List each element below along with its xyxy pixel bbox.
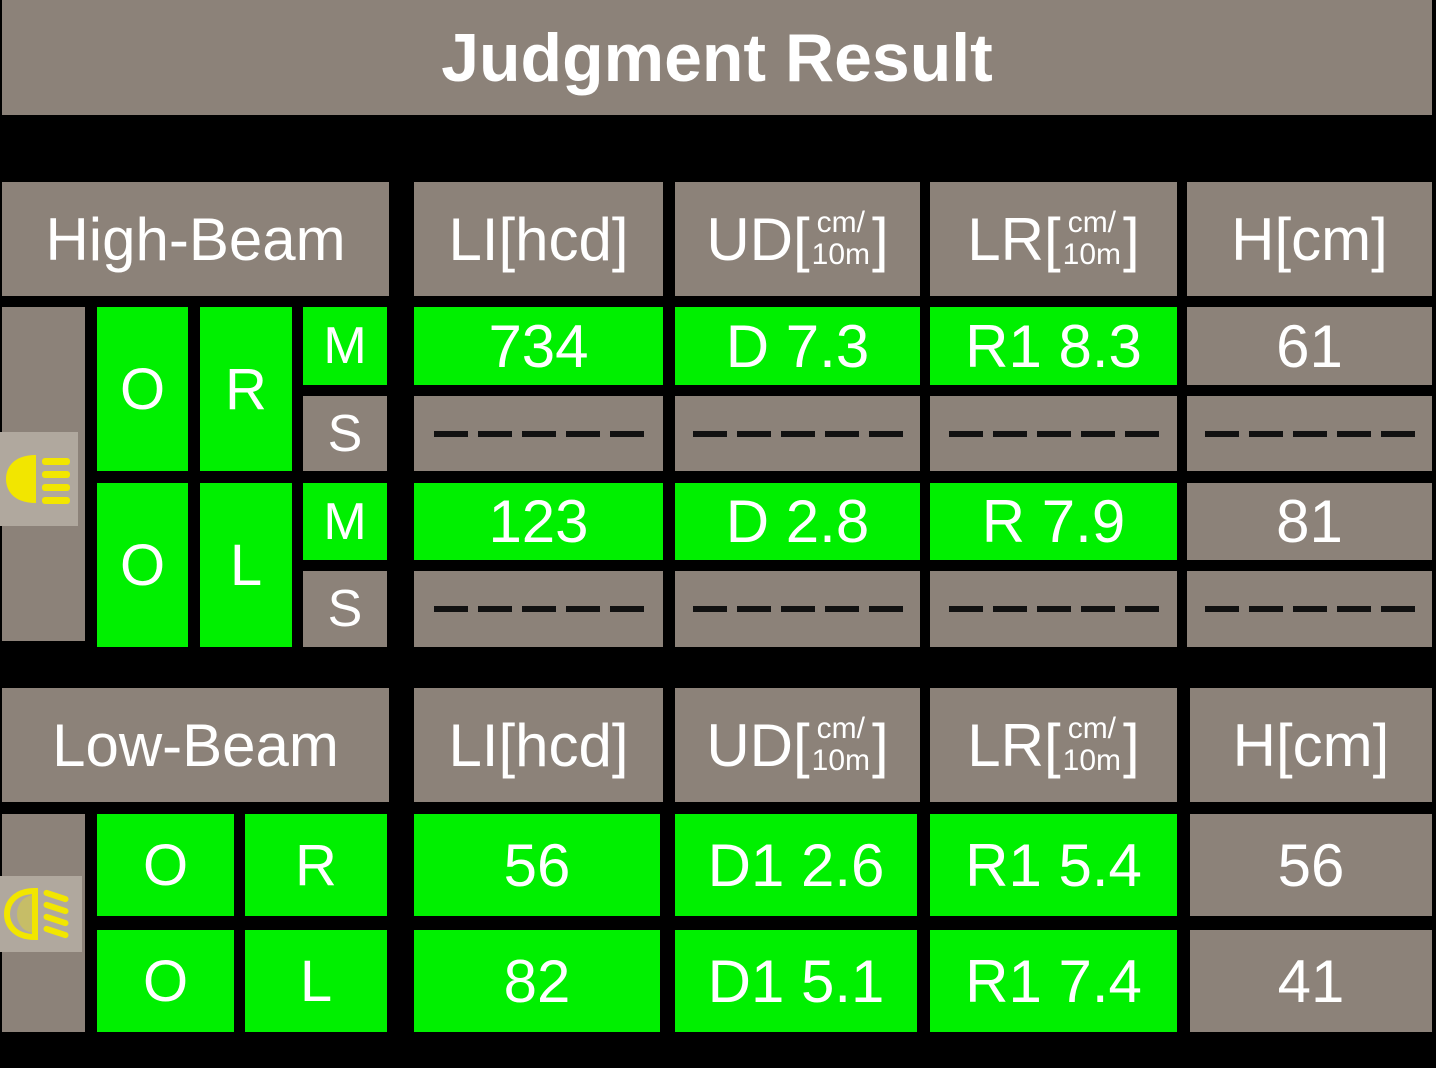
bracket-close: ] (872, 711, 889, 779)
unit-top: cm/ (1067, 712, 1117, 745)
unit-bottom: 10m (1062, 744, 1122, 777)
high-r-s-ud (675, 396, 920, 471)
bracket-close: ] (1123, 711, 1140, 779)
dash-placeholder (692, 606, 903, 612)
high-r-s-li (414, 396, 663, 471)
low-beam-label: Low-Beam (2, 688, 389, 802)
high-l-m-label: M (303, 483, 387, 560)
dash-placeholder (948, 606, 1159, 612)
page-title: Judgment Result (2, 0, 1432, 115)
header-lr: LR[ cm/10m ] (930, 688, 1177, 802)
dash-placeholder (433, 606, 644, 612)
dash-placeholder (692, 430, 903, 437)
dash-placeholder (948, 430, 1159, 437)
high-r-m-ud: D 7.3 (675, 307, 920, 385)
low-l-judge: O (97, 930, 234, 1032)
high-r-m-lr: R1 8.3 (930, 307, 1177, 385)
bracket-close: ] (872, 205, 889, 273)
high-r-s-label: S (303, 396, 387, 471)
high-r-m-label: M (303, 307, 387, 385)
low-r-ud: D1 2.6 (675, 814, 917, 916)
header-ud: UD[ cm/10m ] (675, 182, 920, 296)
unit-bottom: 10m (811, 744, 871, 777)
unit-top: cm/ (816, 712, 865, 745)
unit-bottom: 10m (811, 238, 871, 271)
low-l-ud: D1 5.1 (675, 930, 917, 1032)
high-l-s-label: S (303, 571, 387, 647)
high-l-m-li: 123 (414, 483, 663, 560)
high-l-s-ud (675, 571, 920, 647)
unit-top: cm/ (816, 206, 865, 239)
header-ud-label: UD[ (706, 711, 810, 779)
header-li: LI[hcd] (414, 688, 663, 802)
high-beam-label: High-Beam (2, 182, 389, 296)
high-l-s-h (1187, 571, 1432, 647)
high-r-s-lr (930, 396, 1177, 471)
low-r-li: 56 (414, 814, 660, 916)
header-ud: UD[ cm/10m ] (675, 688, 920, 802)
unit-bottom: 10m (1062, 238, 1122, 271)
low-l-h: 41 (1190, 930, 1432, 1032)
high-l-m-ud: D 2.8 (675, 483, 920, 560)
high-beam-icon (0, 432, 78, 526)
high-l-judge: O (97, 483, 188, 647)
low-r-judge: O (97, 814, 234, 916)
unit-top: cm/ (1067, 206, 1117, 239)
dash-placeholder (1204, 430, 1415, 437)
header-ud-label: UD[ (706, 205, 810, 273)
high-r-judge: O (97, 307, 188, 471)
high-l-m-lr: R 7.9 (930, 483, 1177, 560)
low-l-side: L (245, 930, 387, 1032)
low-r-h: 56 (1190, 814, 1432, 916)
header-li: LI[hcd] (414, 182, 663, 296)
low-l-li: 82 (414, 930, 660, 1032)
header-lr-label: LR[ (967, 205, 1061, 273)
dash-placeholder (433, 430, 644, 437)
low-l-lr: R1 7.4 (930, 930, 1177, 1032)
header-lr: LR[ cm/10m ] (930, 182, 1177, 296)
header-h: H[cm] (1187, 182, 1432, 296)
dash-placeholder (1204, 606, 1415, 612)
high-r-side: R (200, 307, 292, 471)
high-r-s-h (1187, 396, 1432, 471)
low-r-side: R (245, 814, 387, 916)
low-beam-icon (0, 876, 82, 952)
header-h: H[cm] (1190, 688, 1432, 802)
high-l-m-h: 81 (1187, 483, 1432, 560)
high-l-s-lr (930, 571, 1177, 647)
high-r-m-li: 734 (414, 307, 663, 385)
low-r-lr: R1 5.4 (930, 814, 1177, 916)
bracket-close: ] (1123, 205, 1140, 273)
header-lr-label: LR[ (967, 711, 1061, 779)
high-r-m-h: 61 (1187, 307, 1432, 385)
high-l-side: L (200, 483, 292, 647)
high-l-s-li (414, 571, 663, 647)
